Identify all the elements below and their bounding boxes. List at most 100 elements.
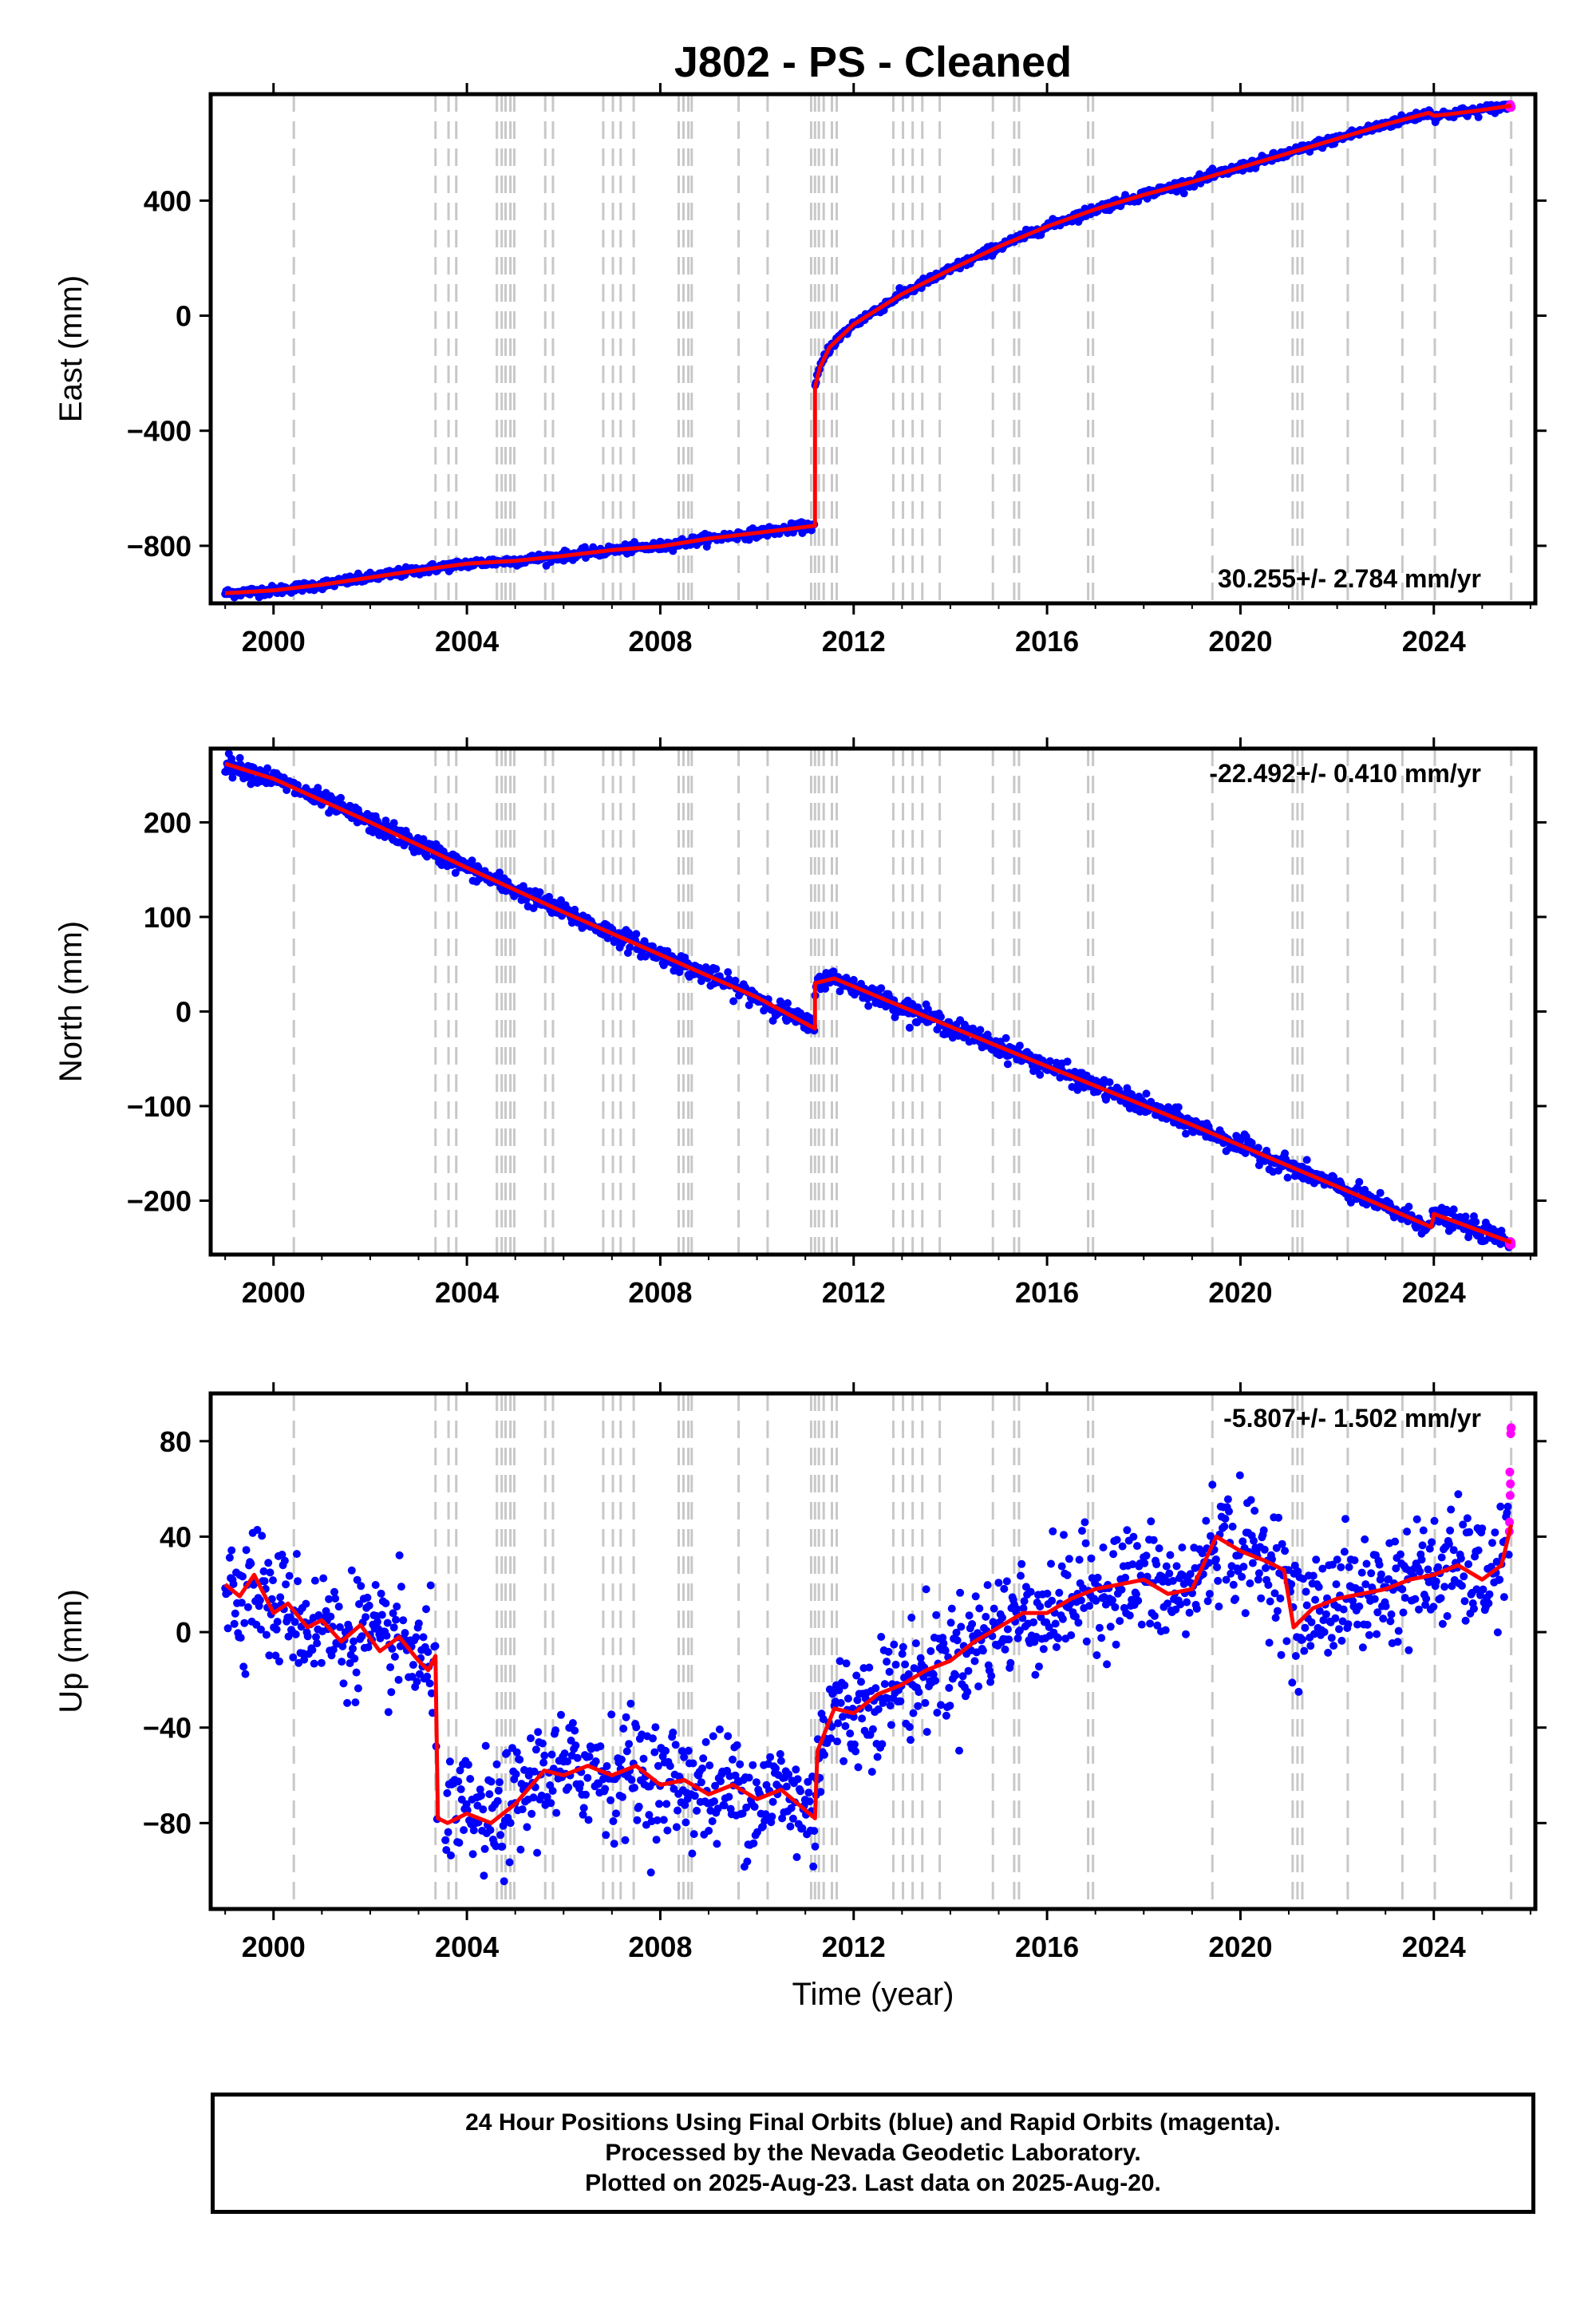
final-orbit-point <box>1358 1643 1367 1652</box>
final-orbit-point <box>1274 1513 1283 1522</box>
final-orbit-point <box>267 1595 276 1603</box>
final-orbit-point <box>772 1764 780 1773</box>
final-orbit-point <box>684 1746 693 1755</box>
final-orbit-point <box>669 1728 678 1737</box>
final-orbit-point <box>1422 1595 1431 1603</box>
rate-annotation: -22.492+/- 0.410 mm/yr <box>1209 759 1481 788</box>
caption-box: 24 Hour Positions Using Final Orbits (bl… <box>211 2093 1535 2214</box>
final-orbit-point <box>964 1666 973 1675</box>
final-orbit-point <box>805 1797 814 1806</box>
final-orbit-point <box>729 997 738 1006</box>
final-orbit-point <box>891 1660 900 1669</box>
final-orbit-point <box>1205 1590 1214 1599</box>
final-orbit-point <box>957 1622 966 1631</box>
final-orbit-point <box>241 1670 250 1678</box>
final-orbit-point <box>868 1725 877 1733</box>
final-orbit-point <box>464 1761 472 1769</box>
final-orbit-point <box>1015 1041 1024 1050</box>
final-orbit-point <box>377 1611 386 1619</box>
final-orbit-point <box>1171 1605 1180 1614</box>
final-orbit-point <box>651 1723 660 1732</box>
final-orbit-point <box>1310 1630 1318 1638</box>
final-orbit-point <box>547 1799 555 1808</box>
x-tick-label: 2016 <box>1015 625 1079 658</box>
final-orbit-point <box>1072 1612 1080 1621</box>
final-orbit-point <box>1259 1526 1268 1535</box>
final-orbit-point <box>662 1746 670 1755</box>
final-orbit-point <box>749 1761 757 1769</box>
final-orbit-point <box>610 1840 618 1848</box>
final-orbit-point <box>1302 1601 1311 1610</box>
final-orbit-point <box>1376 1188 1385 1197</box>
final-orbit-point <box>1365 1630 1373 1639</box>
final-orbit-point <box>397 1583 405 1591</box>
final-orbit-point <box>399 1616 408 1625</box>
final-orbit-point <box>1385 1575 1393 1583</box>
final-orbit-point <box>1073 1085 1082 1094</box>
final-orbit-point <box>292 1550 301 1559</box>
final-orbit-point <box>958 1672 967 1681</box>
final-orbit-point <box>1149 1535 1158 1544</box>
final-orbit-point <box>1075 1555 1084 1564</box>
final-orbit-point <box>529 1793 538 1802</box>
x-tick-label: 2012 <box>822 625 886 658</box>
final-orbit-point <box>262 1630 271 1639</box>
final-orbit-point <box>312 1633 320 1642</box>
final-orbit-point <box>503 1749 512 1757</box>
final-orbit-point <box>357 1582 365 1591</box>
final-orbit-point <box>1176 1600 1185 1609</box>
final-orbit-point <box>273 1618 282 1626</box>
final-orbit-point <box>412 1633 421 1642</box>
final-orbit-point <box>701 1737 710 1746</box>
final-orbit-point <box>1449 1546 1458 1555</box>
final-orbit-point <box>322 1607 330 1615</box>
final-orbit-point <box>564 1783 573 1792</box>
final-orbit-point <box>516 1755 524 1764</box>
final-orbit-point <box>1472 1585 1481 1594</box>
final-orbit-point <box>377 1589 385 1598</box>
final-orbit-point <box>929 1670 938 1679</box>
final-orbit-point <box>606 1796 615 1804</box>
final-orbit-point <box>1341 1515 1349 1524</box>
final-orbit-point <box>1142 1089 1151 1098</box>
final-orbit-point <box>361 1613 370 1622</box>
final-orbit-point <box>227 754 236 763</box>
final-orbit-point <box>276 1593 285 1602</box>
final-orbit-point <box>389 819 398 828</box>
x-tick-label: 2000 <box>242 625 306 658</box>
final-orbit-point <box>1396 1550 1404 1559</box>
final-orbit-point <box>266 1568 275 1577</box>
y-tick-label: −400 <box>127 415 192 448</box>
final-orbit-point <box>1105 1078 1114 1087</box>
final-orbit-point <box>674 1806 681 1815</box>
final-orbit-point <box>1036 1603 1045 1611</box>
final-orbit-point <box>951 1671 960 1680</box>
final-orbit-point <box>887 1721 895 1729</box>
final-orbit-point <box>313 1639 322 1648</box>
final-orbit-point <box>413 1678 421 1686</box>
final-orbit-point <box>1474 113 1483 121</box>
final-orbit-point <box>1300 1646 1309 1655</box>
final-orbit-point <box>1350 1556 1359 1565</box>
final-orbit-point <box>698 1764 706 1773</box>
x-tick-label: 2008 <box>628 1931 692 1963</box>
final-orbit-point <box>523 1823 531 1832</box>
final-orbit-point <box>330 1587 338 1596</box>
y-axis-label: East (mm) <box>53 275 89 422</box>
final-orbit-point <box>1429 1603 1438 1611</box>
y-tick-label: 100 <box>144 901 192 934</box>
final-orbit-point <box>1345 1563 1353 1571</box>
final-orbit-point <box>1065 1555 1073 1563</box>
final-orbit-point <box>768 1812 776 1821</box>
final-orbit-point <box>1428 1538 1436 1547</box>
final-orbit-point <box>749 1839 758 1848</box>
final-orbit-point <box>952 1628 961 1637</box>
final-orbit-point <box>272 1625 281 1634</box>
final-orbit-point <box>229 1579 238 1588</box>
final-orbit-point <box>905 1723 914 1731</box>
x-axis-label: Time (year) <box>792 1977 954 2012</box>
final-orbit-point <box>1479 1585 1487 1594</box>
final-orbit-point <box>1182 1630 1190 1638</box>
final-orbit-point <box>798 1824 807 1832</box>
final-orbit-point <box>496 1778 504 1787</box>
